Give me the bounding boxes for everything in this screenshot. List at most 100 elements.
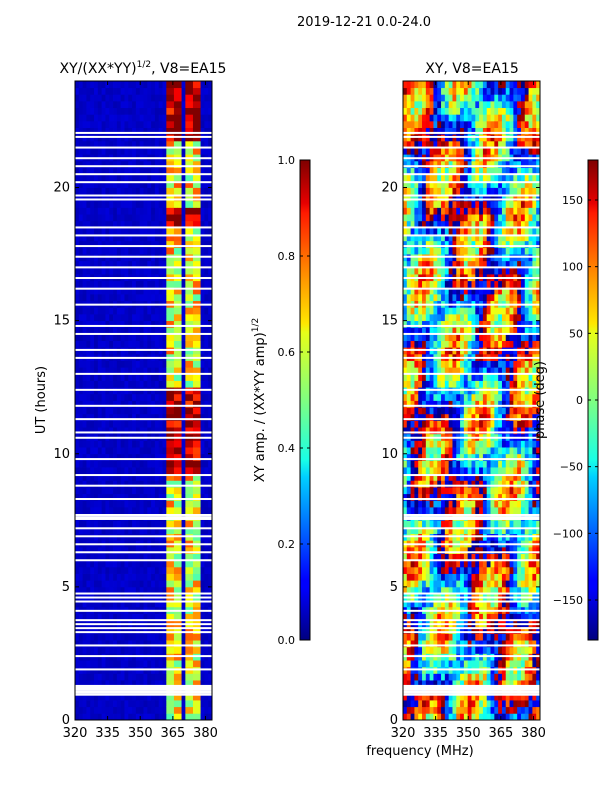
amp-cell <box>105 600 110 608</box>
amp-cell <box>170 407 175 415</box>
amp-cell <box>204 393 209 401</box>
amp-cell <box>147 573 152 581</box>
amp-cell <box>170 313 175 322</box>
amp-cell <box>90 280 95 288</box>
phase-cell <box>406 460 412 468</box>
phase-cell <box>410 187 415 195</box>
amp-cell <box>135 673 141 681</box>
amp-cell <box>109 626 114 634</box>
phase-cell <box>422 100 427 109</box>
amp-cell <box>109 320 114 328</box>
amp-cell <box>189 700 194 708</box>
gap-row <box>75 516 212 519</box>
amp-cell <box>132 440 137 448</box>
phase-cell <box>422 380 427 388</box>
phase-cell <box>456 420 461 428</box>
amp-cell <box>120 247 125 255</box>
phase-cell <box>433 660 438 668</box>
amp-cell <box>97 287 103 295</box>
phase-cell <box>433 706 438 714</box>
phase-cell <box>429 673 434 681</box>
amp-cell <box>158 427 163 435</box>
phase-cell <box>418 713 423 721</box>
amp-cell <box>208 526 213 535</box>
phase-cell <box>444 467 450 475</box>
amp-cell <box>75 227 80 235</box>
amp-cell <box>143 560 148 568</box>
amp-cell <box>189 360 194 368</box>
amp-cell <box>196 180 201 188</box>
amp-cell <box>143 613 148 621</box>
amp-cell <box>116 526 122 535</box>
amp-cell <box>177 327 182 335</box>
amp-cell <box>189 180 194 188</box>
amp-cell <box>90 573 95 581</box>
amp-cell <box>86 440 91 448</box>
amp-cell <box>128 234 133 242</box>
amp-cell <box>78 207 84 215</box>
amp-cell <box>173 87 179 95</box>
amp-cell <box>200 100 205 109</box>
phase-cell <box>418 227 423 235</box>
amp-cell <box>97 313 103 322</box>
amp-cell <box>82 360 87 368</box>
amp-cell <box>78 94 84 102</box>
phase-cell <box>429 447 434 455</box>
phase-cell <box>403 600 408 608</box>
amp-cell <box>124 234 129 242</box>
amp-cell <box>86 507 91 515</box>
phase-cell <box>403 267 408 275</box>
phase-cell <box>414 294 419 302</box>
amp-cell <box>124 247 129 255</box>
phase-cell <box>441 526 446 535</box>
phase-cell <box>414 94 419 102</box>
phase-cell <box>441 487 446 495</box>
phase-cell <box>429 140 434 148</box>
amp-cell <box>192 114 198 122</box>
phase-cell <box>429 220 434 228</box>
amp-cell <box>82 400 87 408</box>
amp-cell <box>196 673 201 681</box>
phase-cell <box>448 313 453 322</box>
amp-cell <box>90 427 95 435</box>
amp-cell <box>166 407 171 415</box>
phase-cell <box>414 467 419 475</box>
phase-cell <box>456 626 461 634</box>
phase-cell <box>441 94 446 102</box>
amp-cell <box>147 174 152 182</box>
amp-cell <box>101 407 106 415</box>
amp-cell <box>101 373 106 381</box>
phase-cell <box>418 94 423 102</box>
amp-cell <box>200 140 205 148</box>
amp-cell <box>82 160 87 168</box>
phase-cell <box>425 147 431 155</box>
phase-cell <box>418 600 423 608</box>
amp-cell <box>120 114 125 122</box>
amp-cell <box>90 693 95 701</box>
phase-cell <box>418 200 423 208</box>
amp-cell <box>120 207 125 215</box>
amp-cell <box>208 520 213 528</box>
amp-cell <box>143 693 148 701</box>
amp-cell <box>189 626 194 634</box>
amp-cell <box>109 586 114 594</box>
phase-cell <box>441 600 446 608</box>
phase-cell <box>418 240 423 248</box>
gap-row <box>75 165 212 168</box>
amp-cell <box>189 526 194 535</box>
amp-cell <box>154 440 160 448</box>
amp-cell <box>170 167 175 175</box>
phase-cell <box>437 100 442 109</box>
amp-cell <box>120 373 125 381</box>
amp-cell <box>166 147 171 155</box>
gap-row <box>75 693 212 696</box>
phase-cell <box>422 240 427 248</box>
amp-cell <box>75 680 80 688</box>
amp-cell <box>177 187 182 195</box>
amp-cell <box>116 260 122 268</box>
phase-cell <box>418 400 423 408</box>
amp-cell <box>82 207 87 215</box>
phase-cell <box>403 440 408 448</box>
phase-cell <box>422 613 427 621</box>
amp-cell <box>189 407 194 415</box>
